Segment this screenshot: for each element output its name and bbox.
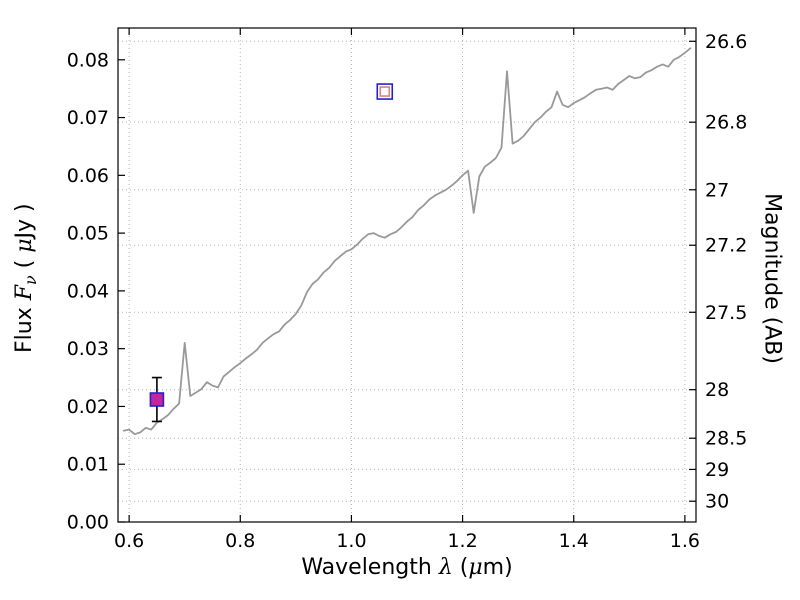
y-tick-label-left: 0.03	[67, 338, 109, 360]
lambda-symbol: λ	[438, 555, 453, 580]
y-tick-label-left: 0.06	[67, 165, 109, 187]
flux-unit-paren: (	[11, 252, 37, 276]
x-tick-label: 1.2	[447, 530, 477, 552]
x-tick-label: 1.4	[559, 530, 589, 552]
y-tick-label-left: 0.04	[67, 280, 109, 302]
y-tick-label-right: 29	[705, 459, 729, 481]
magnitude-label-text: Magnitude (AB)	[759, 193, 785, 364]
x-tick-label: 0.6	[114, 530, 144, 552]
y-tick-label-left: 0.07	[67, 107, 109, 129]
spectrum-line	[122, 47, 692, 436]
x-axis-label: Wavelength λ (μm)	[118, 555, 696, 580]
x-axis-label-paren: (	[452, 555, 469, 580]
y-tick-label-right: 26.8	[705, 112, 747, 134]
x-axis-label-unit: m)	[482, 555, 513, 580]
y-tick-label-right: 27.2	[705, 235, 747, 257]
x-tick-label: 1.0	[336, 530, 366, 552]
flux-unit: Jy )	[11, 203, 37, 239]
y-tick-label-left: 0.08	[67, 49, 109, 71]
y-axis-label-left: Flux Fν ( μJy )	[12, 158, 40, 398]
y-tick-label-right: 27	[705, 179, 729, 201]
y-tick-label-right: 28	[705, 379, 729, 401]
plot-frame	[117, 27, 697, 523]
y-tick-label-right: 28.5	[705, 428, 747, 450]
x-tick-label: 1.6	[670, 530, 700, 552]
mu-symbol: μ	[468, 555, 483, 580]
y-tick-label-left: 0.02	[67, 396, 109, 418]
y-axis-label-right: Magnitude (AB)	[760, 159, 785, 399]
flux-symbol: F	[11, 285, 37, 301]
x-axis-label-text: Wavelength	[301, 555, 439, 580]
y-tick-label-right: 27.5	[705, 302, 747, 324]
y-tick-label-left: 0.05	[67, 223, 109, 245]
y-tick-label-left: 0.00	[67, 512, 109, 534]
nu-subscript: ν	[21, 275, 41, 286]
mu-symbol-flux: μ	[11, 238, 37, 253]
y-tick-label-left: 0.01	[67, 454, 109, 476]
y-tick-label-right: 26.6	[705, 31, 747, 53]
y-tick-label-right: 30	[705, 491, 729, 513]
model-photometry-point-inner	[379, 86, 391, 97]
x-tick-label: 0.8	[225, 530, 255, 552]
observed-photometry-point	[149, 392, 165, 407]
flux-label-text: Flux	[11, 300, 37, 354]
